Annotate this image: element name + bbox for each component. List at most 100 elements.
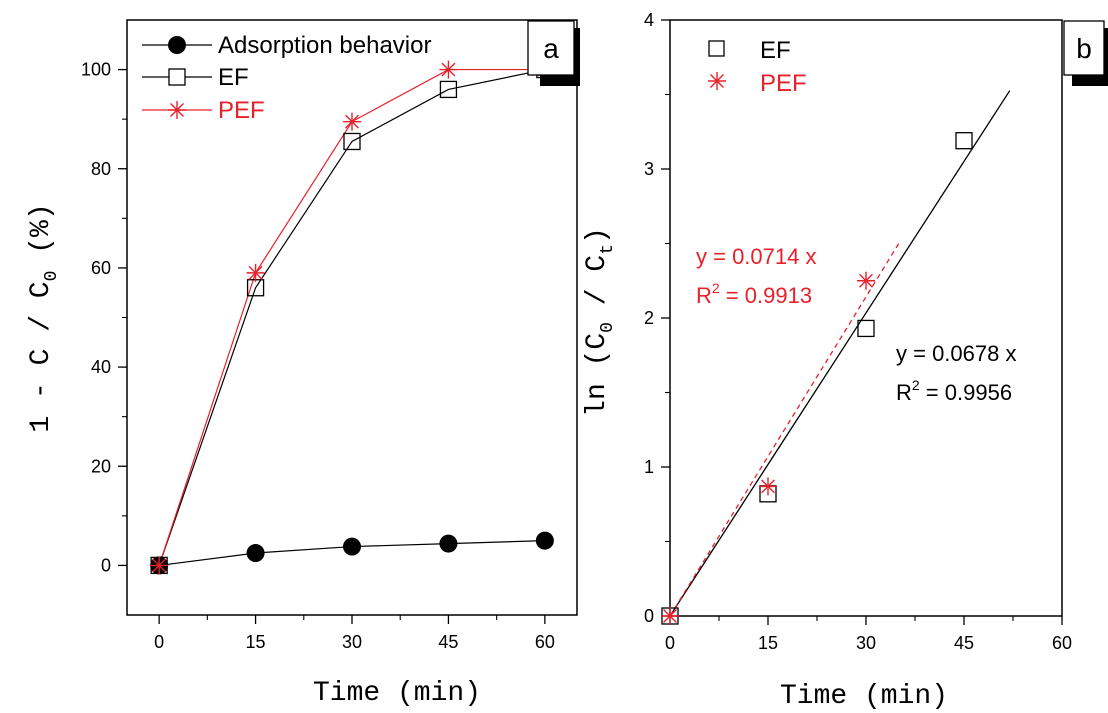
y-tick-label-a: 0 <box>101 555 111 575</box>
data-point-pef-stroke <box>441 62 456 77</box>
x-axis-title-b: Time (min) <box>780 681 948 712</box>
data-point-pef-stroke <box>663 609 677 623</box>
legend-entry-ef-b: EF <box>708 37 791 64</box>
legend-label-adsorption: Adsorption behavior <box>218 32 431 59</box>
fit-r2-label-pef: R <box>696 283 712 308</box>
data-point-pef-stroke <box>761 479 775 494</box>
y-tick-label-b: 4 <box>644 10 654 30</box>
panel-a: 0 15 30 45 60 0 20 40 60 80 100 Adsorption behavio… <box>26 19 580 709</box>
y-axis-title-b-p3: ) <box>582 227 613 244</box>
data-point-pef-stroke <box>859 273 873 288</box>
y-tick-label-b: 3 <box>644 159 654 179</box>
x-axis-title-a: Time (min) <box>313 678 481 709</box>
fit-annotation-ef: y = 0.0678 x R2 = 0.9956 <box>896 341 1016 405</box>
y-tick-label-a: 20 <box>91 456 111 476</box>
fit-r2-value-pef: = 0.9913 <box>720 283 812 308</box>
fit-equation-ef: y = 0.0678 x <box>896 341 1016 366</box>
data-point-pef <box>759 477 777 496</box>
panel-b: 0 15 30 45 60 0 1 2 3 4 EF PEF b y = 0.0714 x R2 … <box>582 10 1108 712</box>
panel-label-box-b: b <box>1063 20 1108 86</box>
legend-label-ef-b: EF <box>760 37 791 64</box>
legend-marker-asterisk-b <box>708 72 726 90</box>
x-tick-label-a: 30 <box>342 632 362 652</box>
x-tick-label-a: 45 <box>438 632 458 652</box>
x-tick-label-b: 0 <box>665 633 675 653</box>
legend-a: Adsorption behavior EF PEF <box>142 32 431 124</box>
data-point-pef-stroke <box>248 265 263 280</box>
tick-marks-b <box>661 19 1063 625</box>
data-point-ef <box>955 132 973 150</box>
data-point-pef <box>857 271 875 290</box>
legend-marker-asterisk <box>168 101 186 119</box>
data-point-pef-stroke <box>345 114 359 129</box>
series-line-ef <box>158 68 545 566</box>
data-point-adsorption-behavior <box>535 531 554 550</box>
panel-label-a: a <box>543 33 559 64</box>
fit-r2-ef: R2 = 0.9956 <box>896 377 1012 405</box>
legend-entry-ef: EF <box>142 64 249 91</box>
y-axis-title-b-sub1: 0 <box>598 322 618 333</box>
series-markers-b <box>661 132 973 625</box>
fit-line-ef <box>669 90 1011 617</box>
fit-line-pef <box>669 243 900 617</box>
y-tick-label-a: 80 <box>91 159 111 179</box>
y-tick-label-b: 1 <box>644 457 654 477</box>
legend-label-pef: PEF <box>218 97 265 124</box>
legend-entry-adsorption: Adsorption behavior <box>142 32 431 59</box>
fit-r2-pef: R2 = 0.9913 <box>696 280 812 308</box>
plot-frame-a <box>126 19 578 616</box>
y-axis-title-a-main: 1 - C / C <box>26 281 57 432</box>
fit-r2-label-ef: R <box>896 380 912 405</box>
legend-asterisk-b <box>708 72 726 90</box>
y-axis-title-a-suffix: (%) <box>26 203 57 270</box>
y-tick-label-b: 2 <box>644 308 654 328</box>
y-tick-label-b: 0 <box>644 606 654 626</box>
panel-label-frame-a <box>527 20 575 76</box>
legend-entry-pef-b: PEF <box>708 70 807 97</box>
legend-asterisk-a-stroke <box>170 103 184 117</box>
data-point-adsorption-behavior <box>246 544 265 563</box>
legend-entry-pef: PEF <box>142 97 265 124</box>
y-axis-title-a: 1 - C / C0 (%) <box>26 203 62 432</box>
x-tick-label-b: 15 <box>758 633 778 653</box>
data-point-pef <box>246 263 265 282</box>
x-tick-label-a: 60 <box>535 632 555 652</box>
series-markers-a <box>150 60 554 575</box>
legend-label-pef-b: PEF <box>760 70 807 97</box>
y-axis-title-b-sub2: t <box>598 244 618 255</box>
x-tick-label-b: 60 <box>1052 633 1072 653</box>
y-axis-title-a-sub: 0 <box>42 271 62 282</box>
x-tick-label-b: 45 <box>954 633 974 653</box>
legend-marker-open-square <box>168 68 186 86</box>
legend-asterisk-b-stroke <box>710 74 724 88</box>
legend-marker-open-square-b <box>708 40 725 57</box>
panel-label-frame-b <box>1063 20 1105 76</box>
data-point-adsorption-behavior <box>439 534 458 553</box>
data-point-adsorption-behavior <box>343 537 361 556</box>
y-tick-label-a: 60 <box>91 258 111 278</box>
y-axis-title-b-p1: ln (C <box>582 333 613 417</box>
y-axis-title-b: ln (C0 / Ct) <box>582 227 618 417</box>
data-point-ef <box>439 80 458 99</box>
tick-labels-b: 0 15 30 45 60 0 1 2 3 4 <box>644 10 1072 653</box>
data-point-pef <box>439 60 458 79</box>
x-tick-label-a: 0 <box>154 632 164 652</box>
plot-frame-b <box>669 19 1063 617</box>
panel-label-box-a: a <box>527 20 580 86</box>
legend-b: EF PEF <box>708 37 807 97</box>
data-point-pef-stroke <box>152 558 167 573</box>
fit-r2-value-ef: = 0.9956 <box>920 380 1012 405</box>
y-tick-label-a: 40 <box>91 357 111 377</box>
data-point-pef <box>661 607 679 625</box>
fit-r2-sup-pef: 2 <box>712 280 720 296</box>
fit-r2-sup-ef: 2 <box>912 377 920 393</box>
fit-annotation-pef: y = 0.0714 x R2 = 0.9913 <box>696 244 816 308</box>
x-tick-label-b: 30 <box>856 633 876 653</box>
data-point-ef <box>343 132 361 151</box>
tick-marks-a <box>118 68 546 624</box>
series-lines-a <box>158 68 545 567</box>
data-point-ef <box>857 319 875 338</box>
legend-marker-filled-circle <box>168 36 186 54</box>
data-point-pef <box>150 556 169 575</box>
